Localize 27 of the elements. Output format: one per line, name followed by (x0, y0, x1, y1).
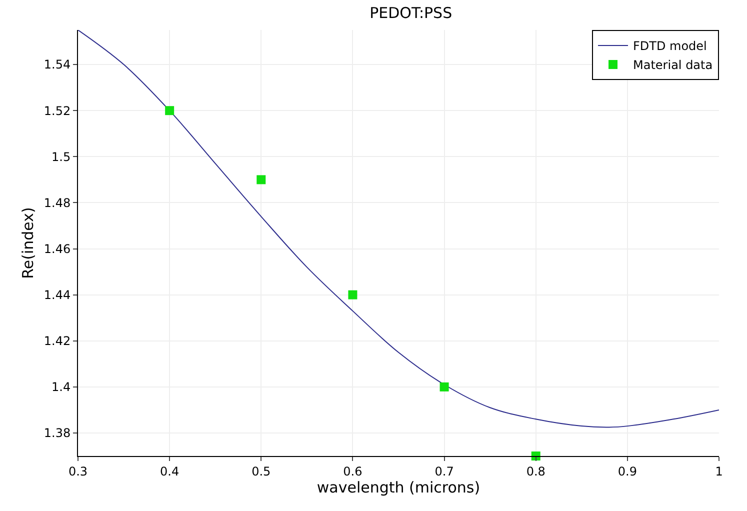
y-axis-title: Re(index) (19, 207, 38, 279)
x-tick-label: 0.9 (618, 464, 637, 478)
y-tick-label: 1.54 (44, 58, 71, 72)
y-tick-label: 1.38 (44, 426, 71, 440)
point (440, 382, 449, 392)
chart-title: PEDOT:PSS (370, 4, 452, 22)
x-tick-label: 0.5 (252, 464, 271, 478)
line-series (78, 30, 719, 428)
x-tick-label: 0.8 (526, 464, 546, 478)
legend-label: Material data (633, 58, 713, 72)
y-tick-label: 1.5 (52, 150, 71, 164)
y-tick-label: 1.4 (52, 380, 71, 394)
point (165, 106, 174, 116)
y-tick-label: 1.42 (44, 334, 71, 348)
y-tick-label: 1.52 (44, 104, 71, 118)
x-tick-label: 0.3 (68, 464, 88, 478)
x-tick-label: 0.6 (343, 464, 362, 478)
y-tick-label: 1.48 (44, 196, 71, 210)
y-tick-label: 1.44 (44, 288, 71, 302)
x-tick-label: 0.7 (434, 464, 454, 478)
x-tick-label: 0.4 (160, 464, 180, 478)
x-axis-title: wavelength (microns) (316, 478, 480, 496)
point (348, 290, 358, 300)
point (256, 175, 266, 184)
y-tick-label: 1.46 (44, 242, 71, 256)
x-tick-label: 1 (715, 464, 723, 478)
legend-label: FDTD model (633, 39, 707, 54)
